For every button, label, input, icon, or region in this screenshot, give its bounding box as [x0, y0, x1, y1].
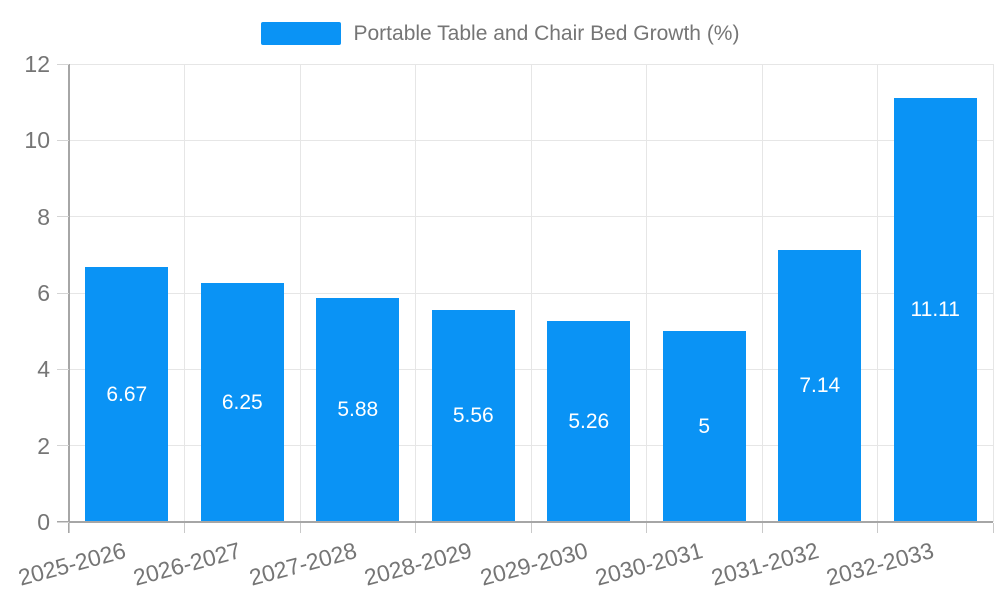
x-tick-label: 2029-2030	[477, 537, 591, 591]
x-grid-line	[646, 64, 647, 522]
y-tick-mark	[57, 292, 69, 294]
bar[interactable]: 5.26	[547, 321, 631, 522]
y-tick-label: 4	[37, 356, 50, 383]
bar-value-label: 5.56	[452, 403, 494, 427]
bar-value-label: 7.14	[799, 373, 841, 397]
bar-value-label: 6.25	[221, 390, 263, 414]
bar[interactable]: 5.56	[431, 309, 515, 522]
x-tick-label: 2030-2031	[592, 537, 706, 591]
bar[interactable]: 6.67	[85, 267, 169, 522]
bar[interactable]: 11.11	[893, 97, 977, 522]
chart-legend[interactable]: Portable Table and Chair Bed Growth (%)	[0, 20, 1000, 47]
x-tick-mark	[415, 523, 416, 533]
x-tick-mark	[184, 523, 185, 533]
y-tick-mark	[57, 63, 69, 65]
x-grid-line	[992, 64, 994, 522]
x-tick-label: 2031-2032	[708, 537, 822, 591]
x-tick-mark	[646, 523, 647, 533]
x-tick-mark	[68, 523, 70, 533]
legend-label: Portable Table and Chair Bed Growth (%)	[353, 21, 740, 45]
y-tick-label: 2	[37, 432, 50, 459]
x-grid-line	[415, 64, 416, 522]
x-tick-mark	[530, 523, 532, 533]
x-grid-line	[761, 64, 763, 522]
x-tick-mark	[761, 523, 763, 533]
bar[interactable]: 6.25	[200, 283, 284, 522]
y-tick-label: 10	[24, 127, 50, 154]
bar-value-label: 5.88	[337, 397, 379, 421]
x-tick-label: 2026-2027	[130, 537, 244, 591]
plot-area: 6.67 6.25 5.88 5.56 5.26 5 7.14 11.11	[69, 63, 994, 522]
x-tick-mark	[299, 523, 301, 533]
y-tick-label: 8	[37, 203, 50, 230]
bar[interactable]: 5.88	[316, 297, 400, 522]
y-tick-mark	[57, 139, 69, 141]
y-tick-mark	[57, 368, 69, 370]
bar-value-label: 5	[698, 414, 711, 438]
y-tick-label: 0	[37, 509, 50, 535]
x-grid-line	[184, 64, 185, 522]
x-tick-mark	[877, 523, 878, 533]
bar[interactable]: 7.14	[778, 249, 862, 522]
y-tick-mark	[57, 521, 69, 523]
y-tick-label: 12	[24, 51, 50, 77]
bar-value-label: 11.11	[910, 297, 960, 321]
y-axis-line	[68, 64, 70, 533]
x-grid-line	[530, 64, 532, 522]
y-tick-label: 6	[37, 280, 50, 306]
x-grid-line	[877, 64, 878, 522]
x-grid-line	[299, 64, 301, 522]
y-tick-mark	[57, 445, 69, 447]
x-tick-mark	[992, 523, 994, 533]
x-tick-label: 2028-2029	[361, 537, 475, 591]
bar[interactable]: 5	[662, 331, 746, 522]
x-tick-label: 2027-2028	[246, 537, 360, 591]
x-tick-label: 2032-2033	[823, 537, 937, 591]
y-tick-mark	[57, 216, 69, 218]
x-tick-label: 2025-2026	[15, 537, 129, 591]
bar-value-label: 6.67	[106, 382, 148, 406]
bar-value-label: 5.26	[568, 409, 610, 433]
x-axis-line	[57, 521, 993, 523]
legend-swatch-icon	[260, 22, 341, 45]
